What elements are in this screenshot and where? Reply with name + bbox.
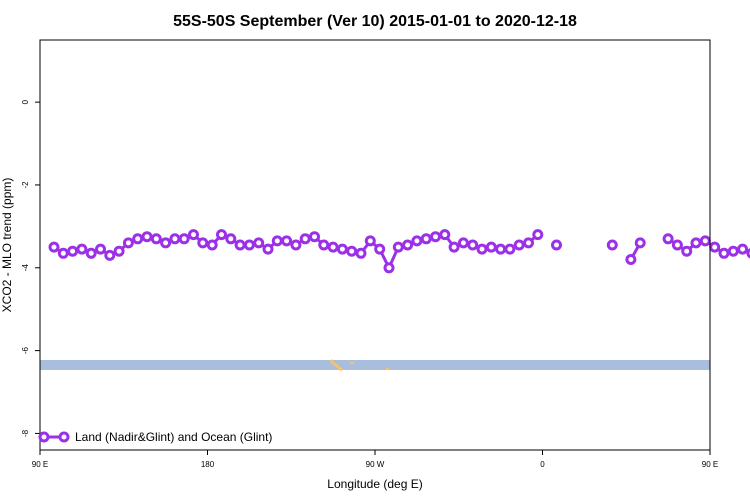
data-point xyxy=(141,231,153,243)
data-point xyxy=(271,235,283,247)
y-tick-label: -8 xyxy=(21,429,30,437)
data-point xyxy=(336,243,348,255)
data-point xyxy=(718,247,730,259)
data-point xyxy=(243,239,255,251)
data-point xyxy=(504,243,516,255)
data-point xyxy=(467,239,479,251)
data-point xyxy=(523,237,534,249)
legend-marker-swatch xyxy=(58,431,70,443)
data-point xyxy=(634,237,646,249)
data-point xyxy=(225,233,237,245)
legend-label: Land (Nadir&Glint) and Ocean (Glint) xyxy=(75,430,272,444)
data-point xyxy=(551,239,562,251)
data-point xyxy=(216,229,227,241)
legend: Land (Nadir&Glint) and Ocean (Glint) xyxy=(38,430,272,444)
x-axis-title: Longitude (deg E) xyxy=(327,477,422,491)
data-point xyxy=(188,229,199,241)
data-point xyxy=(346,245,358,257)
land-mark xyxy=(329,359,343,372)
ocean-band xyxy=(40,360,710,370)
data-point xyxy=(57,247,69,259)
data-point xyxy=(150,233,162,245)
x-tick-label: 90 E xyxy=(32,460,48,469)
data-point xyxy=(532,229,544,241)
data-point xyxy=(253,237,265,249)
land-ocean-band xyxy=(40,359,710,372)
data-point xyxy=(327,241,339,253)
data-point xyxy=(234,239,246,251)
x-tick-label: 90 E xyxy=(702,460,718,469)
data-point xyxy=(495,243,507,255)
y-tick-label: -2 xyxy=(21,181,30,189)
chart-title: 55S-50S September (Ver 10) 2015-01-01 to… xyxy=(173,13,577,30)
data-point xyxy=(67,245,79,257)
data-point xyxy=(402,239,414,251)
land-mark xyxy=(386,368,389,370)
data-point xyxy=(85,247,97,259)
data-point xyxy=(299,233,311,245)
y-tick-label: -6 xyxy=(21,347,30,355)
data-point xyxy=(430,231,441,243)
data-point xyxy=(606,239,618,251)
land-mark xyxy=(350,362,354,364)
data-point xyxy=(104,249,116,261)
data-point xyxy=(420,233,432,245)
data-point xyxy=(364,235,376,247)
data-point xyxy=(439,229,451,241)
data-point xyxy=(160,237,172,249)
data-point xyxy=(392,241,404,253)
data-point xyxy=(290,239,302,251)
data-point xyxy=(281,235,293,247)
data-point xyxy=(132,233,144,245)
data-point xyxy=(699,235,711,247)
data-point xyxy=(95,243,106,255)
data-point xyxy=(457,237,469,249)
data-point xyxy=(690,237,702,249)
data-point xyxy=(197,237,209,249)
x-tick-label: 90 W xyxy=(366,460,385,469)
data-point xyxy=(169,233,181,245)
data-point xyxy=(122,237,134,249)
x-tick-label: 180 xyxy=(201,460,215,469)
data-point xyxy=(411,235,423,247)
data-point xyxy=(374,243,386,255)
data-point xyxy=(355,247,367,259)
legend-marker-swatch xyxy=(38,431,50,443)
data-point xyxy=(625,254,637,265)
data-point xyxy=(662,233,674,245)
data-point xyxy=(737,243,749,255)
x-tick-label: 0 xyxy=(540,460,545,469)
axes: 90 E 180 90 W 0 90 E 0 -2 -4 -6 -8 xyxy=(21,39,718,469)
data-point xyxy=(206,239,218,251)
data-point xyxy=(709,241,721,253)
data-point xyxy=(318,239,330,251)
series-points xyxy=(48,229,750,274)
y-tick-label: 0 xyxy=(21,99,30,104)
data-point xyxy=(448,241,460,253)
data-point xyxy=(113,245,125,257)
data-point xyxy=(48,241,60,253)
data-point xyxy=(476,243,488,255)
data-point xyxy=(513,239,525,251)
data-point xyxy=(309,231,320,243)
data-point xyxy=(262,243,274,255)
data-point xyxy=(727,245,739,257)
data-point xyxy=(485,241,497,253)
data-point xyxy=(681,245,693,257)
data-point xyxy=(671,239,683,251)
y-tick-label: -4 xyxy=(21,264,30,272)
data-point xyxy=(76,243,88,255)
data-point xyxy=(746,248,750,259)
data-point xyxy=(383,262,395,274)
data-point xyxy=(178,233,190,245)
y-axis-title: XCO2 - MLO trend (ppm) xyxy=(0,178,14,313)
